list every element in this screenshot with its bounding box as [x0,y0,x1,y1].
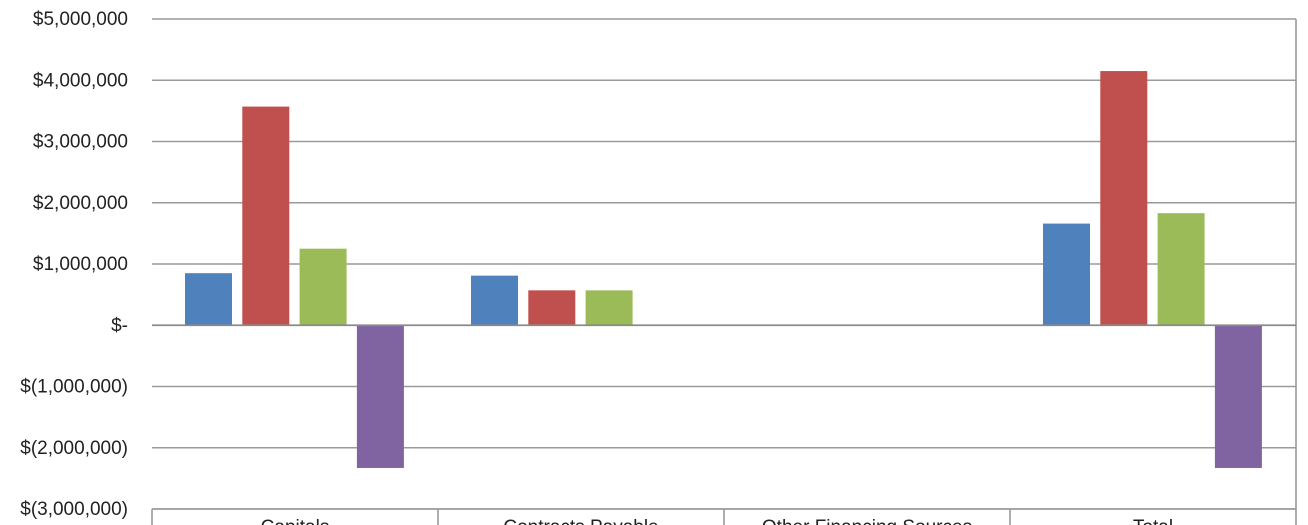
y-tick-label: $(2,000,000) [20,438,128,459]
bar [1157,213,1205,326]
bars [185,71,1262,468]
y-tick-label: $1,000,000 [33,254,128,275]
x-axis: Capitals Contracts Payable Other Financing… [151,324,1297,525]
bar [299,248,347,326]
category-label: Capitals [261,517,330,525]
y-tick-label: $2,000,000 [33,193,128,214]
bar [1043,223,1090,326]
bar [471,275,518,326]
bar [356,325,404,468]
bar [1100,71,1148,326]
y-tick-label: $5,000,000 [33,9,128,30]
category-label: Contracts Payable [503,517,658,525]
y-axis: $5,000,000 $4,000,000 $3,000,000 $2,000,000… [20,9,128,520]
y-tick-label: $3,000,000 [33,132,128,153]
category-label: Other Financing Sources [762,517,972,525]
category-label: Total [1133,517,1173,525]
bar [528,290,576,326]
y-tick-label: $4,000,000 [33,70,128,91]
bar [242,106,290,326]
bar [1214,325,1262,468]
bar [185,273,232,326]
bar [585,290,633,326]
y-tick-label: $(3,000,000) [20,499,128,520]
y-tick-label: $- [111,315,128,336]
y-tick-label: $(1,000,000) [20,377,128,398]
